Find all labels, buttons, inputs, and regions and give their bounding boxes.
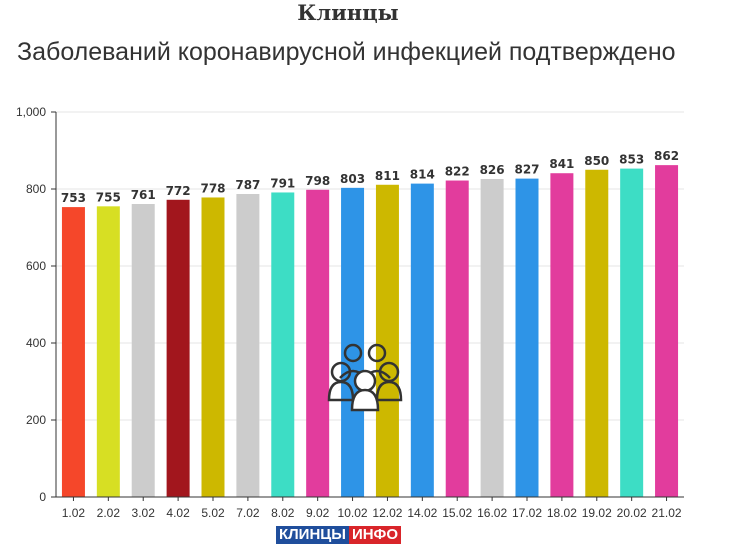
data-label: 827 bbox=[514, 163, 539, 177]
bar bbox=[550, 173, 574, 497]
bar bbox=[585, 169, 609, 497]
x-tick-label: 10.02 bbox=[338, 506, 368, 520]
data-label: 761 bbox=[131, 188, 156, 202]
data-label: 814 bbox=[410, 168, 435, 182]
data-label: 778 bbox=[200, 181, 225, 195]
grid-lines bbox=[56, 111, 684, 421]
y-tick-label: 1,000 bbox=[16, 105, 46, 119]
bar bbox=[655, 165, 679, 497]
x-tick-label: 7.02 bbox=[236, 506, 260, 520]
data-label: 798 bbox=[305, 174, 330, 188]
bar bbox=[201, 197, 225, 497]
data-label: 772 bbox=[166, 184, 191, 198]
x-tick-label: 17.02 bbox=[512, 506, 542, 520]
x-tick-label: 19.02 bbox=[582, 506, 612, 520]
data-label: 791 bbox=[270, 176, 295, 190]
data-label: 803 bbox=[340, 172, 365, 186]
x-tick-label: 1.02 bbox=[62, 506, 86, 520]
y-tick-label: 600 bbox=[26, 259, 46, 273]
y-tick-label: 800 bbox=[26, 182, 46, 196]
bar bbox=[515, 178, 539, 498]
bar bbox=[236, 194, 260, 497]
bar bbox=[61, 207, 85, 497]
bar bbox=[620, 168, 644, 497]
x-tick-label: 15.02 bbox=[442, 506, 472, 520]
bar bbox=[166, 199, 190, 497]
data-label: 787 bbox=[235, 178, 260, 192]
bar bbox=[96, 206, 120, 497]
bar bbox=[410, 183, 434, 498]
x-tick-label: 4.02 bbox=[166, 506, 190, 520]
y-tick-label: 0 bbox=[39, 490, 46, 504]
chart-title: Клинцы bbox=[297, 0, 399, 25]
data-label: 822 bbox=[445, 165, 470, 179]
bar bbox=[341, 187, 365, 497]
data-label: 755 bbox=[96, 190, 121, 204]
axes: 0 200 400 600 800 1,000 1.02 2.02 3.02 4.02 5.02 7.… bbox=[16, 105, 684, 520]
bar bbox=[271, 192, 295, 497]
y-tick-label: 200 bbox=[26, 413, 46, 427]
bar bbox=[131, 204, 155, 497]
x-tick-label: 18.02 bbox=[547, 506, 577, 520]
x-tick-label: 9.02 bbox=[306, 506, 330, 520]
logo-part-2: ИНФО bbox=[348, 526, 402, 544]
bars: 753 755 761 772 778 787 791 798 803 811 814 822 826 8… bbox=[61, 149, 679, 498]
people-group-icon bbox=[327, 343, 403, 412]
data-label: 811 bbox=[375, 169, 400, 183]
bar bbox=[375, 184, 399, 497]
chart-subtitle: Заболеваний коронавирусной инфекцией под… bbox=[17, 38, 676, 66]
x-tick-label: 16.02 bbox=[477, 506, 507, 520]
data-label: 862 bbox=[654, 149, 679, 163]
x-tick-label: 21.02 bbox=[652, 506, 682, 520]
x-tick-label: 20.02 bbox=[617, 506, 647, 520]
x-tick-label: 12.02 bbox=[372, 506, 402, 520]
site-logo: КЛИНЦЫ ИНФО bbox=[276, 526, 402, 544]
x-tick-label: 2.02 bbox=[97, 506, 121, 520]
x-tick-label: 5.02 bbox=[201, 506, 225, 520]
bar bbox=[480, 178, 504, 498]
data-label: 853 bbox=[619, 153, 644, 167]
data-label: 850 bbox=[584, 154, 609, 168]
bar bbox=[306, 189, 330, 497]
logo-part-1: КЛИНЦЫ bbox=[276, 526, 349, 544]
x-tick-label: 8.02 bbox=[271, 506, 295, 520]
x-tick-label: 14.02 bbox=[407, 506, 437, 520]
data-label: 841 bbox=[549, 157, 574, 171]
data-label: 826 bbox=[480, 163, 505, 177]
y-tick-label: 400 bbox=[26, 336, 46, 350]
data-label: 753 bbox=[61, 191, 86, 205]
x-tick-label: 3.02 bbox=[132, 506, 156, 520]
bar bbox=[445, 180, 469, 497]
